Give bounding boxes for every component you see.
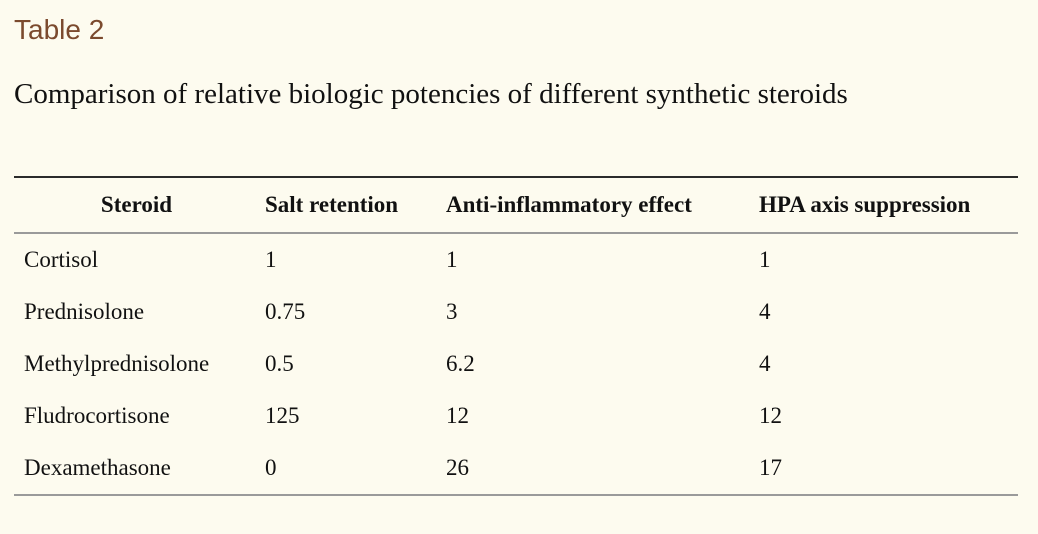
cell-salt-retention: 1: [265, 247, 277, 272]
cell-steroid: Methylprednisolone: [24, 351, 210, 376]
cell-hpa-suppression: 1: [759, 247, 771, 272]
cell-steroid: Cortisol: [24, 247, 99, 272]
cell-hpa-suppression: 17: [759, 455, 782, 480]
header-hpa-axis-suppression: HPA axis suppression: [749, 177, 1018, 234]
cell-steroid: Fludrocortisone: [24, 403, 170, 428]
header-salt-retention: Salt retention: [255, 177, 436, 234]
table-caption: Comparison of relative biologic potencie…: [14, 78, 848, 110]
table-row: Dexamethasone 0 26 17: [14, 442, 1018, 495]
table-row: Fludrocortisone 125 12 12: [14, 390, 1018, 442]
table-row: Cortisol 1 1 1: [14, 233, 1018, 286]
header-anti-inflammatory-effect: Anti-inflammatory effect: [436, 177, 749, 234]
table-row: Prednisolone 0.75 3 4: [14, 286, 1018, 338]
cell-salt-retention: 0.75: [265, 299, 306, 324]
table-header-row: Steroid Salt retention Anti-inflammatory…: [14, 177, 1018, 234]
header-steroid: Steroid: [14, 177, 255, 234]
cell-steroid: Dexamethasone: [24, 455, 171, 480]
cell-anti-inflammatory: 12: [446, 403, 469, 428]
cell-steroid: Prednisolone: [24, 299, 145, 324]
table-label: Table 2: [14, 14, 105, 45]
cell-salt-retention: 0.5: [265, 351, 294, 376]
cell-anti-inflammatory: 3: [446, 299, 458, 324]
cell-hpa-suppression: 4: [759, 299, 771, 324]
cell-anti-inflammatory: 26: [446, 455, 469, 480]
cell-anti-inflammatory: 6.2: [446, 351, 475, 376]
cell-hpa-suppression: 4: [759, 351, 771, 376]
cell-anti-inflammatory: 1: [446, 247, 458, 272]
cell-hpa-suppression: 12: [759, 403, 782, 428]
table-row: Methylprednisolone 0.5 6.2 4: [14, 338, 1018, 390]
cell-salt-retention: 125: [265, 403, 300, 428]
cell-salt-retention: 0: [265, 455, 277, 480]
steroid-potency-table: Steroid Salt retention Anti-inflammatory…: [14, 176, 1018, 496]
